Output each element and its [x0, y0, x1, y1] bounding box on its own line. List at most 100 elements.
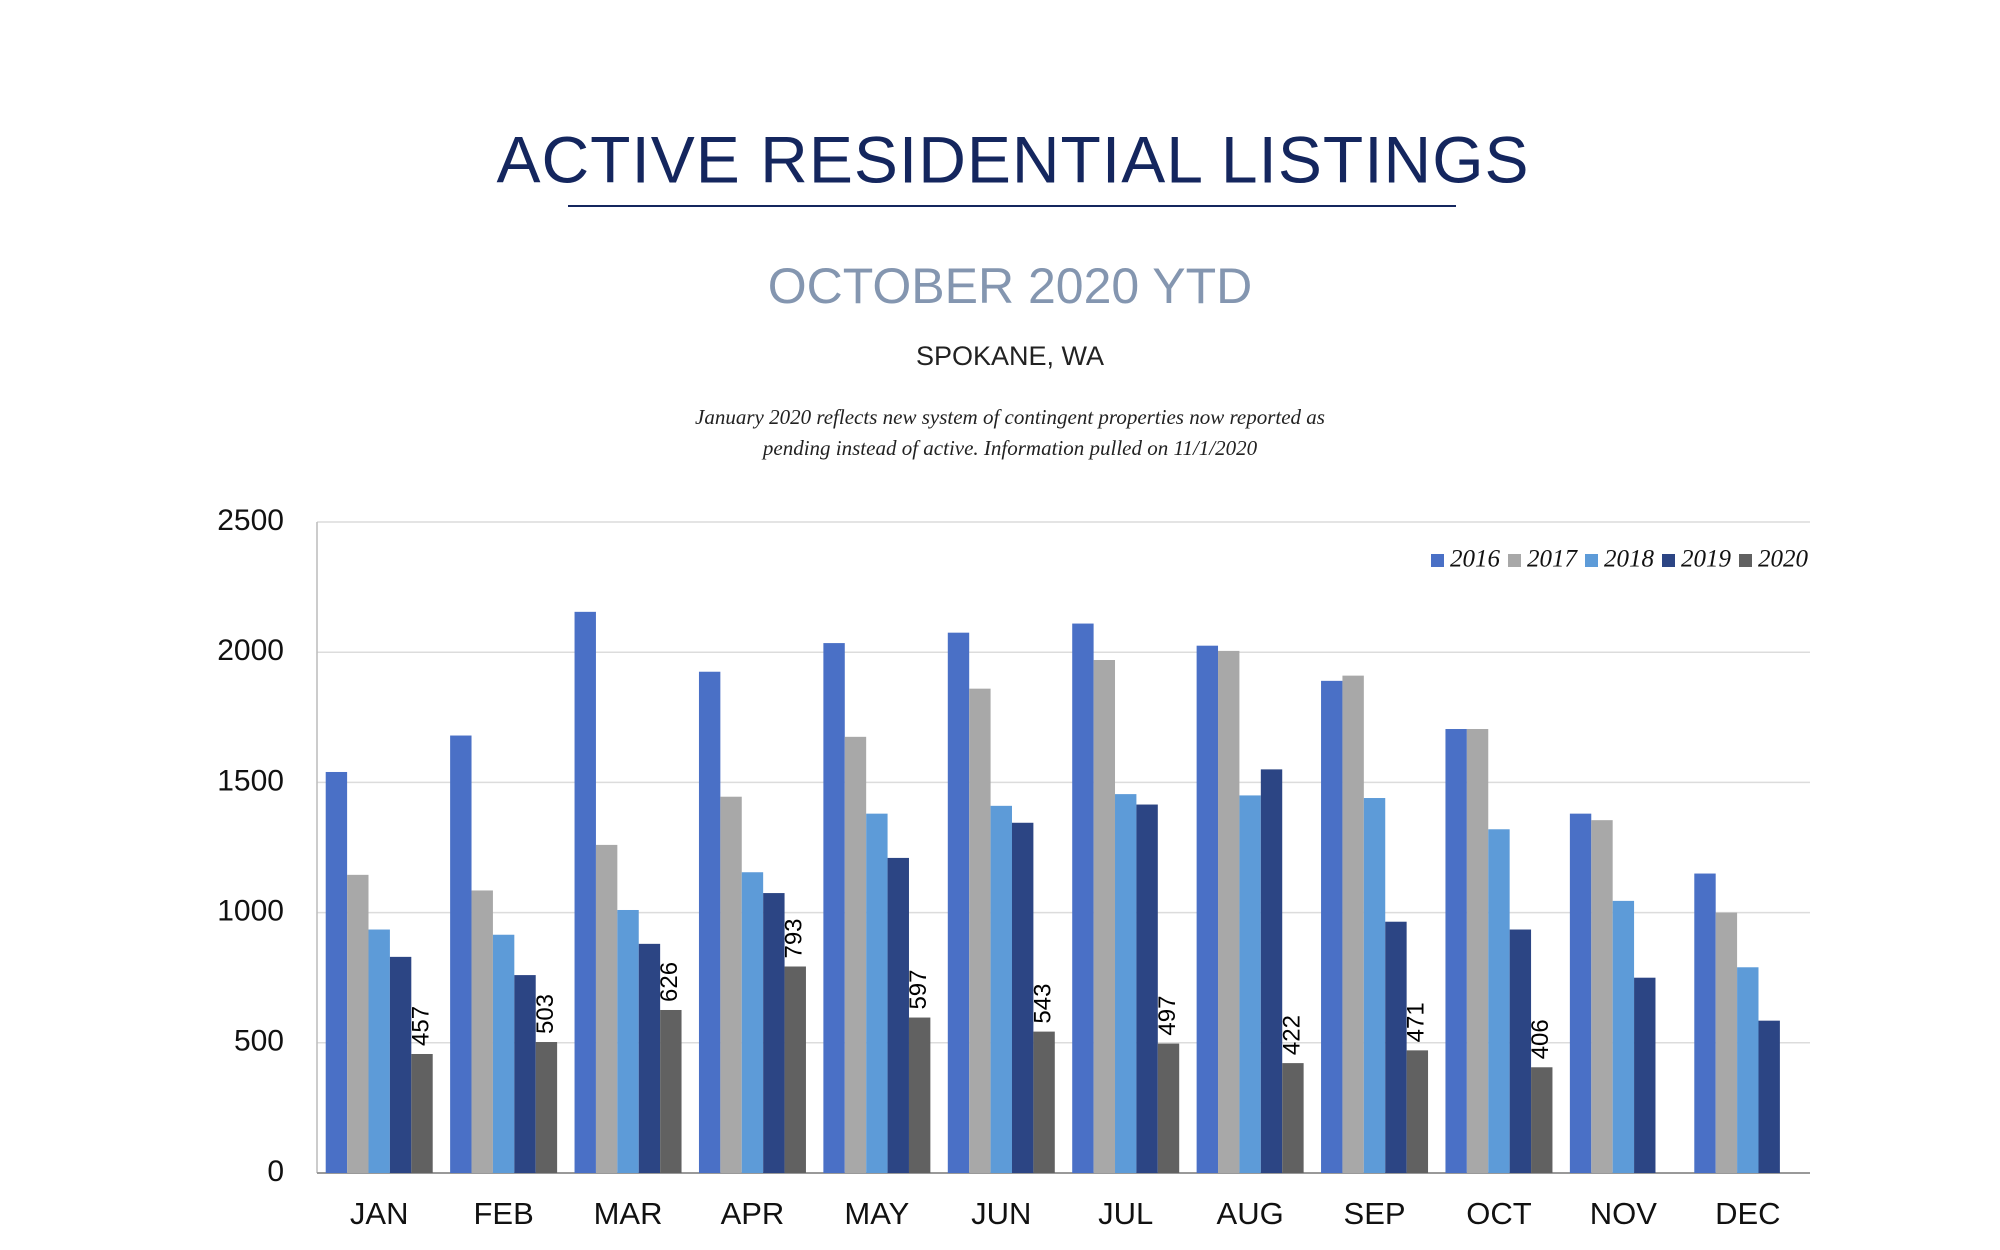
bar: [1509, 929, 1532, 1173]
chart-title: ACTIVE RESIDENTIAL LISTINGS: [496, 122, 1529, 196]
bar: [1531, 1067, 1553, 1173]
bar: [1282, 1063, 1304, 1173]
bar: [784, 966, 806, 1173]
bar: [741, 872, 764, 1173]
bar: [1033, 1031, 1055, 1173]
y-tick-label: 500: [234, 1025, 284, 1058]
y-tick-label: 0: [267, 1155, 284, 1188]
legend-swatch: [1739, 554, 1752, 567]
legend-label: 2017: [1527, 546, 1579, 573]
bar: [617, 909, 639, 1173]
x-tick-label: APR: [721, 1196, 785, 1231]
bar: [844, 736, 867, 1173]
bar: [1196, 645, 1219, 1173]
y-tick-label: 2000: [217, 634, 284, 667]
y-tick-label: 2500: [217, 504, 284, 537]
bar: [1466, 729, 1489, 1173]
bar: [574, 611, 596, 1173]
note-line: January 2020 reflects new system of cont…: [695, 405, 1325, 429]
bar: [1072, 623, 1094, 1173]
legend-label: 2020: [1758, 546, 1809, 573]
note-line: pending instead of active. Information p…: [761, 436, 1258, 460]
bar: [823, 643, 845, 1173]
bar: [969, 688, 991, 1173]
bar: [1385, 921, 1407, 1173]
bar: [698, 671, 721, 1173]
x-tick-label: OCT: [1466, 1196, 1532, 1231]
bar: [389, 956, 412, 1173]
chart-subtitle: OCTOBER 2020 YTD: [768, 258, 1252, 314]
data-label: 497: [1154, 996, 1181, 1036]
bar: [471, 890, 493, 1173]
legend-swatch: [1662, 554, 1675, 567]
x-tick-label: SEP: [1344, 1196, 1406, 1231]
legend-label: 2016: [1450, 546, 1501, 573]
bar: [347, 874, 369, 1173]
x-tick-label: MAY: [844, 1196, 909, 1231]
x-tick-label: AUG: [1217, 1196, 1284, 1231]
bar: [1737, 967, 1759, 1173]
bar: [514, 975, 536, 1173]
bar: [1694, 873, 1716, 1173]
x-tick-label: MAR: [594, 1196, 663, 1231]
legend-swatch: [1508, 554, 1521, 567]
x-tick-label: JAN: [350, 1196, 409, 1231]
legend-label: 2018: [1604, 546, 1655, 573]
bar: [1363, 798, 1386, 1173]
bar: [325, 771, 348, 1173]
legend-label: 2019: [1681, 546, 1732, 573]
bar: [1157, 1043, 1180, 1173]
bar: [1569, 813, 1592, 1173]
bar: [1715, 912, 1738, 1173]
data-label: 471: [1403, 1002, 1430, 1042]
bar: [908, 1017, 931, 1173]
bar: [1011, 822, 1034, 1173]
bar: [660, 1009, 682, 1173]
data-label: 457: [407, 1006, 434, 1046]
x-tick-label: JUN: [971, 1196, 1031, 1231]
bar: [1406, 1050, 1429, 1173]
x-tick-label: FEB: [473, 1196, 533, 1231]
bar: [1445, 729, 1467, 1173]
y-tick-label: 1500: [217, 764, 284, 797]
data-label: 422: [1278, 1015, 1305, 1055]
data-label: 543: [1029, 984, 1056, 1024]
bar: [1342, 675, 1364, 1173]
bar: [638, 943, 661, 1173]
bar: [450, 735, 472, 1173]
data-label: 626: [656, 962, 683, 1002]
bar: [1634, 977, 1656, 1173]
bar: [990, 805, 1012, 1173]
data-label: 406: [1527, 1019, 1554, 1059]
legend-swatch: [1585, 554, 1598, 567]
legend-swatch: [1431, 554, 1444, 567]
bar: [1488, 829, 1510, 1173]
bar: [887, 857, 909, 1173]
bar: [866, 813, 888, 1173]
y-tick-label: 1000: [217, 895, 284, 928]
bar: [1612, 900, 1635, 1173]
bar: [1321, 680, 1343, 1173]
bar: [411, 1053, 433, 1173]
bar: [763, 893, 785, 1173]
location: SPOKANE, WA: [916, 341, 1104, 371]
bar: [1115, 794, 1137, 1173]
bar: [1758, 1020, 1780, 1173]
data-label: 597: [905, 969, 932, 1009]
bar: [535, 1042, 558, 1173]
bar: [720, 796, 742, 1173]
x-tick-label: NOV: [1590, 1196, 1658, 1231]
data-label: 793: [781, 918, 808, 958]
bar: [1591, 820, 1613, 1173]
data-label: 503: [532, 994, 559, 1034]
bar: [595, 844, 618, 1173]
bar: [1136, 804, 1158, 1173]
bar: [947, 632, 970, 1173]
bar: [1218, 650, 1240, 1173]
bar: [368, 929, 390, 1173]
bar: [1239, 795, 1261, 1173]
x-tick-label: JUL: [1098, 1196, 1153, 1231]
x-tick-label: DEC: [1715, 1196, 1780, 1231]
bar: [1093, 660, 1116, 1173]
